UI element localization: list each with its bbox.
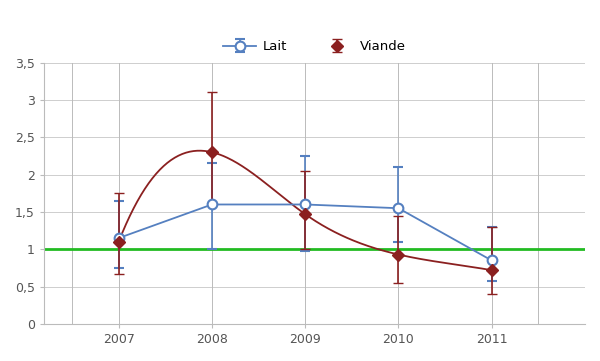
Legend: Lait, Viande: Lait, Viande	[218, 35, 411, 59]
